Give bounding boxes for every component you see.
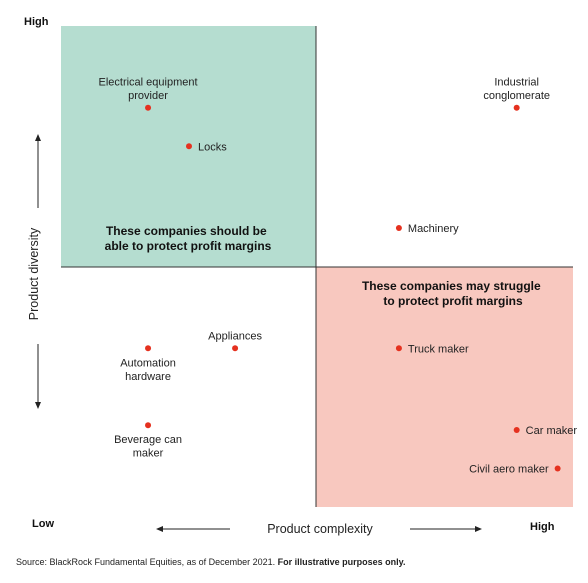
quadrant-note-bottom-right: These companies may struggle to protect … — [362, 279, 544, 308]
x-high-label: High — [530, 521, 555, 533]
source-text: Source: BlackRock Fundamental Equities, … — [16, 557, 276, 567]
points-layer: Electrical equipment provider Locks Industr… — [99, 76, 578, 475]
quadrant-bottom-right-bg — [316, 267, 573, 507]
x-low-label: Low — [32, 518, 54, 530]
point-electrical-equipment-provider — [145, 104, 152, 111]
y-high-label: High — [24, 16, 49, 28]
point-label-electrical-equipment-provider: Electrical equipment provider — [99, 76, 198, 102]
point-label-automation-hardware: Automation hardware — [120, 357, 176, 383]
point-label-machinery: Machinery — [408, 223, 459, 235]
point-label-car-maker: Car maker — [526, 425, 578, 437]
point-label-industrial-conglomerate: Industrial conglomerate — [483, 76, 550, 102]
y-axis-title: Product diversity — [27, 227, 41, 320]
source-note: Source: BlackRock Fundamental Equities, … — [16, 557, 406, 567]
point-automation-hardware — [145, 345, 152, 352]
illustrative-note: For illustrative purposes only. — [277, 557, 406, 567]
point-label-locks: Locks — [198, 141, 227, 153]
point-appliances — [232, 345, 239, 352]
point-machinery — [395, 225, 402, 232]
point-car-maker — [513, 427, 520, 434]
point-label-beverage-can-maker: Beverage can maker — [114, 434, 182, 460]
y-arrow-up-head — [35, 134, 41, 141]
point-label-appliances: Appliances — [208, 330, 262, 342]
point-label-civil-aero-maker: Civil aero maker — [469, 464, 549, 476]
point-civil-aero-maker — [554, 465, 561, 472]
point-label-truck-maker: Truck maker — [408, 343, 469, 355]
point-truck-maker — [395, 345, 402, 352]
y-arrow-down-head — [35, 402, 41, 409]
point-locks — [186, 143, 192, 150]
x-arrow-right-head — [475, 526, 482, 532]
x-arrow-left-head — [156, 526, 163, 532]
point-industrial-conglomerate — [513, 104, 520, 111]
x-axis-title: Product complexity — [267, 522, 373, 536]
point-beverage-can-maker — [145, 422, 152, 429]
quadrant-note-top-left: These companies should be able to protec… — [105, 224, 272, 253]
